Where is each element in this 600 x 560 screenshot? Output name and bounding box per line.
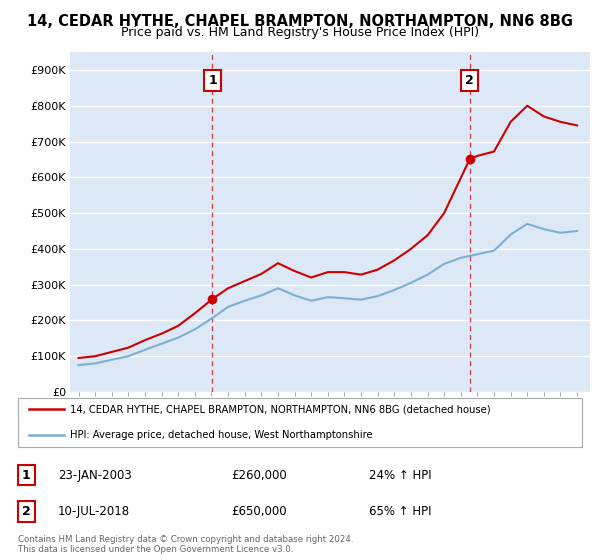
Text: 65% ↑ HPI: 65% ↑ HPI bbox=[369, 505, 431, 518]
Text: 1: 1 bbox=[22, 469, 31, 482]
Text: HPI: Average price, detached house, West Northamptonshire: HPI: Average price, detached house, West… bbox=[70, 430, 372, 440]
Text: £260,000: £260,000 bbox=[231, 469, 287, 482]
Text: 14, CEDAR HYTHE, CHAPEL BRAMPTON, NORTHAMPTON, NN6 8BG: 14, CEDAR HYTHE, CHAPEL BRAMPTON, NORTHA… bbox=[27, 14, 573, 29]
Text: Price paid vs. HM Land Registry's House Price Index (HPI): Price paid vs. HM Land Registry's House … bbox=[121, 26, 479, 39]
Text: 24% ↑ HPI: 24% ↑ HPI bbox=[369, 469, 432, 482]
FancyBboxPatch shape bbox=[18, 398, 582, 447]
Text: 10-JUL-2018: 10-JUL-2018 bbox=[58, 505, 130, 518]
Text: 2: 2 bbox=[465, 74, 474, 87]
Text: £650,000: £650,000 bbox=[231, 505, 287, 518]
Text: 1: 1 bbox=[208, 74, 217, 87]
Text: 23-JAN-2003: 23-JAN-2003 bbox=[58, 469, 132, 482]
Text: This data is licensed under the Open Government Licence v3.0.: This data is licensed under the Open Gov… bbox=[18, 545, 293, 554]
Text: Contains HM Land Registry data © Crown copyright and database right 2024.: Contains HM Land Registry data © Crown c… bbox=[18, 535, 353, 544]
Text: 14, CEDAR HYTHE, CHAPEL BRAMPTON, NORTHAMPTON, NN6 8BG (detached house): 14, CEDAR HYTHE, CHAPEL BRAMPTON, NORTHA… bbox=[70, 404, 490, 414]
Text: 2: 2 bbox=[22, 505, 31, 518]
